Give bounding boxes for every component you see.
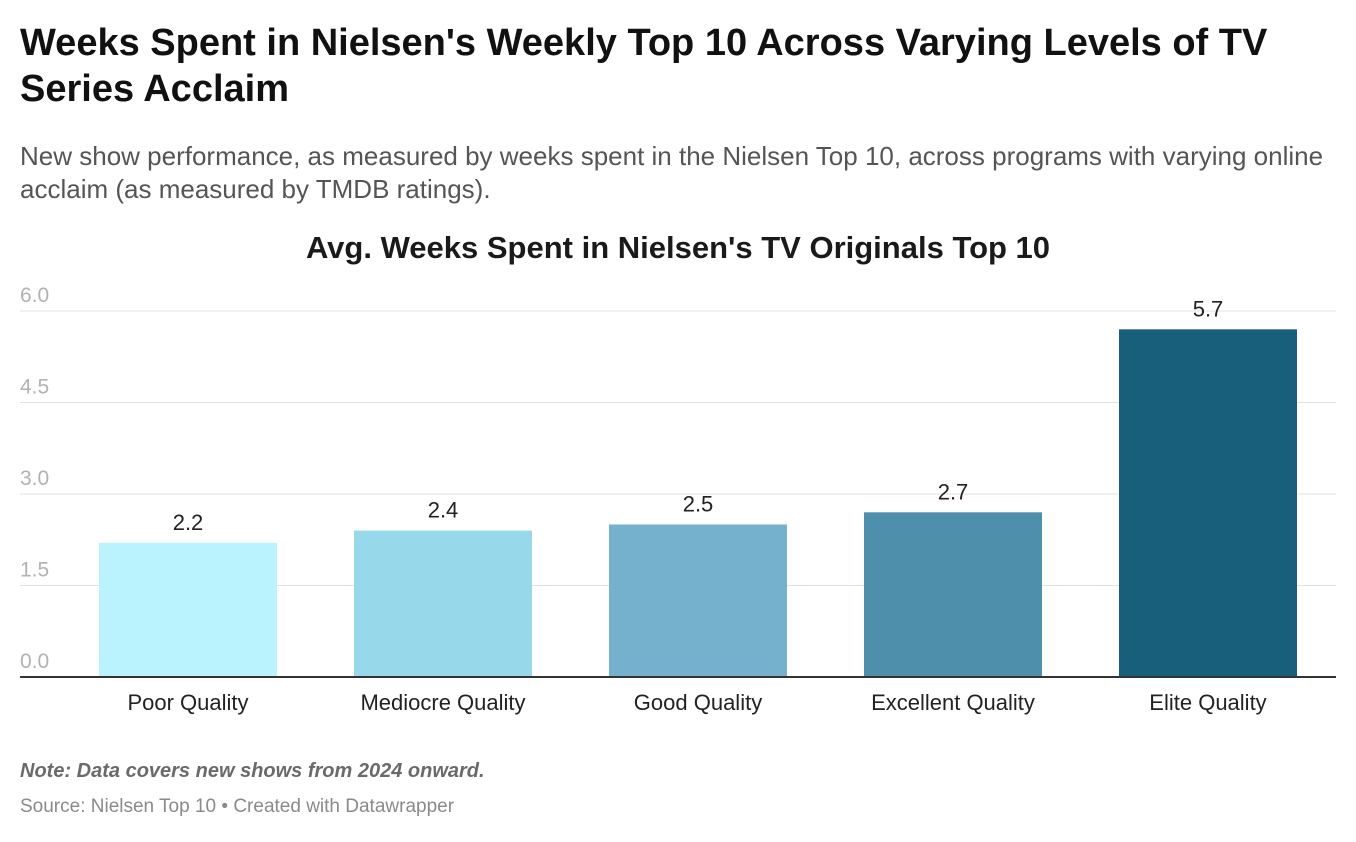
value-label: 2.5 <box>683 492 714 517</box>
footer-separator: • <box>221 796 229 817</box>
bar-mediocre-quality[interactable] <box>354 530 532 677</box>
y-tick-label: 4.5 <box>20 376 49 399</box>
chart-subtitle: New show performance, as measured by wee… <box>20 141 1324 204</box>
value-labels: 2.2 2.4 2.5 2.7 5.7 <box>173 296 1224 535</box>
bars <box>99 329 1297 677</box>
x-tick-label: Good Quality <box>634 690 762 715</box>
y-tick-label: 6.0 <box>20 284 49 307</box>
bar-chart: 0.0 1.5 3.0 4.5 6.0 2.2 2.4 2.5 2.7 5.7 Poor Qua… <box>20 284 1336 715</box>
bar-elite-quality[interactable] <box>1119 329 1297 677</box>
x-tick-label: Excellent Quality <box>871 690 1035 715</box>
chart-note: Note: Data covers new shows from 2024 on… <box>20 760 485 782</box>
chart-title: Avg. Weeks Spent in Nielsen's TV Origina… <box>305 230 1051 265</box>
value-label: 5.7 <box>1193 296 1224 321</box>
x-axis: Poor Quality Mediocre Quality Good Quality… <box>20 676 1336 715</box>
bar-good-quality[interactable] <box>609 524 787 678</box>
value-label: 2.7 <box>938 479 969 504</box>
bar-excellent-quality[interactable] <box>864 512 1042 677</box>
chart-headline: Weeks Spent in Nielsen's Weekly Top 10 A… <box>20 22 1268 110</box>
y-tick-label: 3.0 <box>20 467 49 490</box>
x-tick-label: Mediocre Quality <box>360 690 525 715</box>
x-tick-label: Elite Quality <box>1149 690 1266 715</box>
credit-link[interactable]: Created with Datawrapper <box>233 796 455 817</box>
source-text: Source: Nielsen Top 10 <box>20 796 217 817</box>
bar-poor-quality[interactable] <box>99 542 277 677</box>
y-tick-label: 1.5 <box>20 559 49 582</box>
x-tick-label: Poor Quality <box>127 690 248 715</box>
value-label: 2.4 <box>428 498 459 523</box>
chart-footer: Source: Nielsen Top 10 • Created with Da… <box>20 796 454 818</box>
value-label: 2.2 <box>173 510 204 535</box>
y-tick-label: 0.0 <box>20 650 49 673</box>
